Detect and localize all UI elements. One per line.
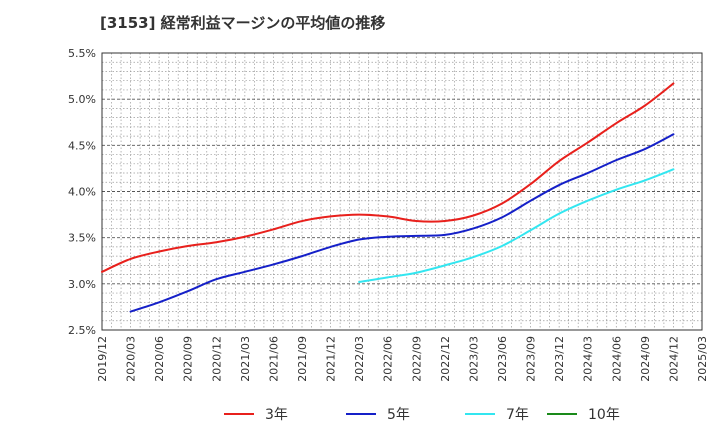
x-tick-label: 2024/06 (610, 336, 623, 382)
data-point (387, 276, 389, 278)
chart-title: [3153] 経常利益マージンの平均値の推移 (100, 14, 386, 32)
legend-label: 10年 (588, 407, 620, 423)
data-point (387, 215, 389, 217)
data-point (672, 82, 674, 84)
data-point (501, 216, 503, 218)
data-point (472, 214, 474, 216)
data-point (529, 229, 531, 231)
x-tick-label: 2020/03 (125, 336, 138, 382)
y-tick-label: 5.5% (68, 47, 96, 60)
data-point (558, 160, 560, 162)
y-tick-label: 4.5% (68, 139, 96, 152)
data-point (329, 215, 331, 217)
data-point (644, 104, 646, 106)
data-point (415, 272, 417, 274)
data-point (472, 256, 474, 258)
x-tick-label: 2024/12 (667, 336, 680, 382)
data-point (529, 183, 531, 185)
data-point (244, 236, 246, 238)
data-point (587, 141, 589, 143)
y-tick-label: 3.5% (68, 232, 96, 245)
x-tick-label: 2024/03 (582, 336, 595, 382)
data-point (615, 122, 617, 124)
series-line-1 (101, 82, 675, 273)
data-point (587, 172, 589, 174)
data-point (101, 271, 103, 273)
legend-label: 3年 (265, 407, 288, 423)
data-point (244, 271, 246, 273)
data-point (672, 168, 674, 170)
x-tick-label: 2020/12 (210, 336, 223, 382)
data-point (529, 200, 531, 202)
data-point (558, 184, 560, 186)
series-line-3 (358, 168, 675, 283)
data-point (358, 238, 360, 240)
x-tick-label: 2021/09 (296, 336, 309, 382)
data-point (558, 212, 560, 214)
x-tick-label: 2023/06 (496, 336, 509, 382)
x-tick-label: 2025/03 (696, 336, 709, 382)
x-tick-label: 2022/09 (410, 336, 423, 382)
data-point (444, 264, 446, 266)
y-tick-label: 4.0% (68, 186, 96, 199)
data-point (272, 228, 274, 230)
data-point (187, 290, 189, 292)
data-point (501, 202, 503, 204)
x-tick-label: 2021/03 (239, 336, 252, 382)
x-tick-label: 2023/09 (525, 336, 538, 382)
x-tick-label: 2020/09 (182, 336, 195, 382)
data-point (215, 278, 217, 280)
data-point (187, 245, 189, 247)
x-tick-label: 2019/12 (96, 336, 109, 382)
legend-label: 5年 (387, 407, 410, 423)
data-point (272, 263, 274, 265)
data-point (358, 281, 360, 283)
data-point (501, 245, 503, 247)
data-point (158, 250, 160, 252)
data-point (672, 133, 674, 135)
data-point (444, 220, 446, 222)
data-point (158, 301, 160, 303)
series-layer (101, 82, 675, 313)
data-point (644, 148, 646, 150)
x-tick-label: 2022/12 (439, 336, 452, 382)
x-tick-label: 2022/06 (382, 336, 395, 382)
data-point (129, 310, 131, 312)
data-point (387, 236, 389, 238)
plot-frame (101, 52, 703, 331)
data-point (415, 220, 417, 222)
data-point (615, 188, 617, 190)
x-tick-label: 2024/09 (639, 336, 652, 382)
data-point (215, 241, 217, 243)
y-tick-label: 2.5% (68, 324, 96, 337)
x-tick-label: 2021/06 (267, 336, 280, 382)
axis-layer: 2.5% 3.0% 3.5% 4.0% 4.5% 5.0% 5.5% 2019/12 2020/… (68, 47, 709, 382)
x-tick-label: 2022/03 (353, 336, 366, 382)
x-tick-label: 2023/12 (553, 336, 566, 382)
data-point (587, 200, 589, 202)
x-tick-label: 2023/03 (467, 336, 480, 382)
data-point (444, 234, 446, 236)
data-point (358, 213, 360, 215)
data-point (415, 235, 417, 237)
x-tick-label: 2020/06 (153, 336, 166, 382)
data-point (615, 159, 617, 161)
data-point (644, 179, 646, 181)
data-point (472, 227, 474, 229)
y-tick-label: 3.0% (68, 278, 96, 291)
series-line-2 (129, 133, 675, 313)
data-point (129, 258, 131, 260)
legend: 3年 5年 7年 10年 (224, 407, 620, 423)
y-tick-label: 5.0% (68, 93, 96, 106)
data-point (301, 220, 303, 222)
data-point (329, 246, 331, 248)
data-point (301, 255, 303, 257)
x-tick-label: 2021/12 (325, 336, 338, 382)
legend-label: 7年 (506, 407, 529, 423)
